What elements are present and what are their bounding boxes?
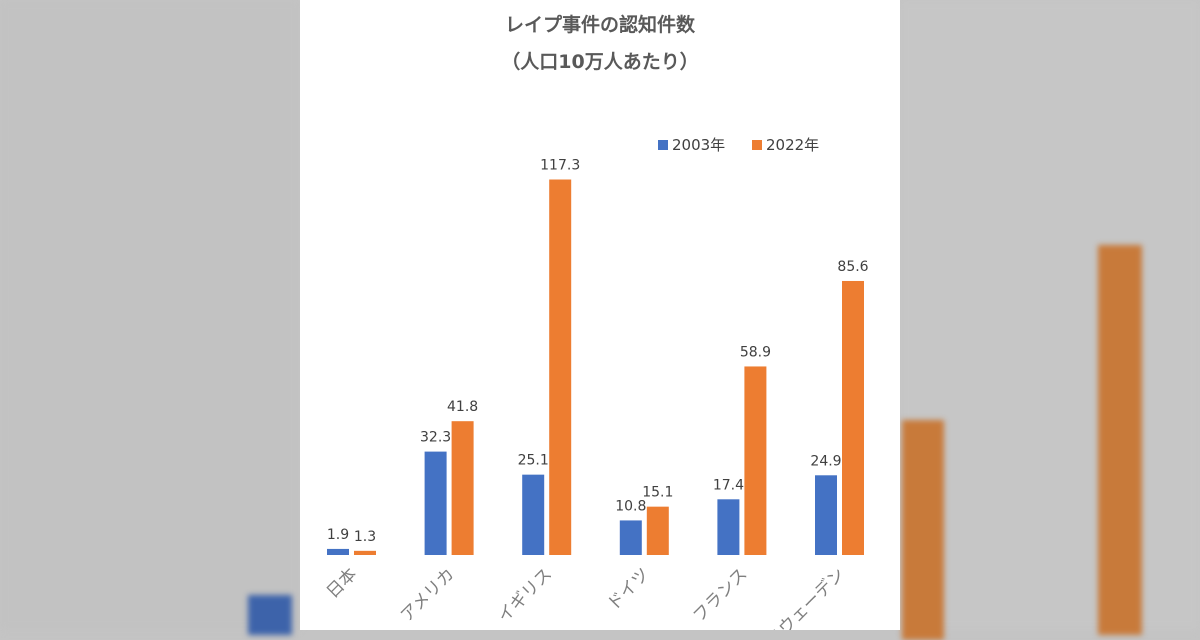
value-label-2003-1: 32.3 xyxy=(420,430,451,446)
value-label-2022-2: 117.3 xyxy=(540,158,580,174)
legend-swatch-2003 xyxy=(658,140,668,150)
value-label-2022-4: 58.9 xyxy=(740,344,771,360)
background-bar-orange-1 xyxy=(902,420,944,640)
bar-2003-2 xyxy=(522,474,545,555)
value-label-2022-5: 85.6 xyxy=(837,259,868,275)
value-label-2003-0: 1.9 xyxy=(327,527,349,543)
category-label-1: アメリカ xyxy=(397,564,459,626)
value-label-2003-2: 25.1 xyxy=(518,453,549,469)
background-bar-orange-2 xyxy=(1098,245,1142,635)
chart-title: レイプ事件の認知件数 xyxy=(504,14,695,36)
bar-2022-4 xyxy=(744,366,767,555)
bar-2022-2 xyxy=(549,179,572,555)
category-label-2: イギリス xyxy=(494,564,556,626)
bar-2022-3 xyxy=(646,506,669,555)
bar-2022-1 xyxy=(451,421,474,555)
category-label-0: 日本 xyxy=(323,564,361,602)
bar-2003-3 xyxy=(619,520,642,555)
background-left xyxy=(0,0,300,630)
value-label-2022-0: 1.3 xyxy=(354,529,376,545)
chart-card: レイプ事件の認知件数 （人口10万人あたり） 1.9 1.3 日本 32.3 41.8 ア… xyxy=(300,0,900,630)
bar-2003-0 xyxy=(327,548,349,555)
legend-label-2022: 2022年 xyxy=(766,136,819,154)
chart-subtitle: （人口10万人あたり） xyxy=(501,51,699,73)
bar-2003-1 xyxy=(424,451,447,555)
bar-2003-5 xyxy=(815,475,837,555)
bar-2022-5 xyxy=(842,280,864,555)
value-label-2022-3: 15.1 xyxy=(642,485,673,501)
value-label-2003-3: 10.8 xyxy=(615,498,646,514)
category-label-5: スウェーデン xyxy=(762,564,849,630)
value-label-2003-5: 24.9 xyxy=(810,453,841,469)
legend-swatch-2022 xyxy=(752,140,762,150)
bar-2003-4 xyxy=(717,499,740,555)
background-right xyxy=(900,0,1200,630)
bar-chart: 1.9 1.3 日本 32.3 41.8 アメリカ 25.1 117.3 イギリス 10.815.… xyxy=(323,136,869,630)
legend-label-2003: 2003年 xyxy=(672,136,725,154)
category-label-3: ドイツ xyxy=(604,564,654,614)
value-label-2003-4: 17.4 xyxy=(713,477,744,493)
value-label-2022-1: 41.8 xyxy=(447,399,478,415)
background-bar-blue xyxy=(248,595,292,635)
bar-2022-0 xyxy=(354,550,376,555)
category-label-4: フランス xyxy=(689,564,751,626)
